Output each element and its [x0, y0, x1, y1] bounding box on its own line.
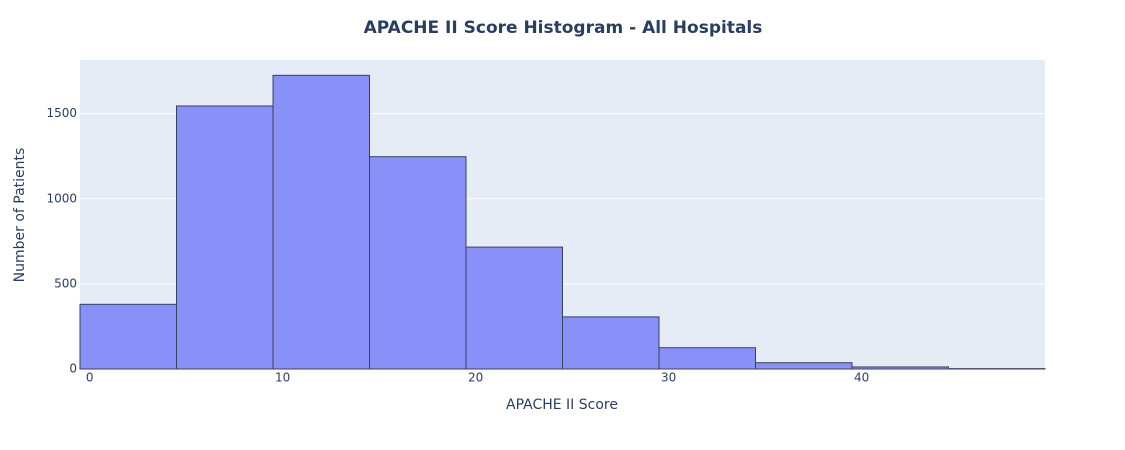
- y-axis-title: Number of Patients: [12, 148, 28, 283]
- bar: [369, 156, 467, 370]
- x-axis-title: APACHE II Score: [506, 397, 618, 413]
- x-tick-label: 0: [86, 371, 94, 385]
- x-tick-label: 20: [468, 371, 483, 385]
- chart-title: APACHE II Score Histogram - All Hospital…: [364, 18, 763, 38]
- y-tick-label: 500: [54, 276, 77, 290]
- bar: [272, 74, 370, 370]
- x-tick-label: 30: [661, 371, 676, 385]
- x-tick-label: 40: [854, 371, 869, 385]
- y-tick-label: 0: [69, 362, 77, 376]
- bar: [658, 347, 756, 370]
- bar: [176, 105, 274, 370]
- bar: [79, 303, 177, 370]
- y-tick-label: 1500: [46, 106, 77, 120]
- bar: [755, 362, 853, 370]
- bar: [465, 246, 563, 370]
- bar: [562, 316, 660, 370]
- x-tick-label: 10: [275, 371, 290, 385]
- bar: [851, 366, 949, 370]
- y-tick-label: 1000: [46, 191, 77, 205]
